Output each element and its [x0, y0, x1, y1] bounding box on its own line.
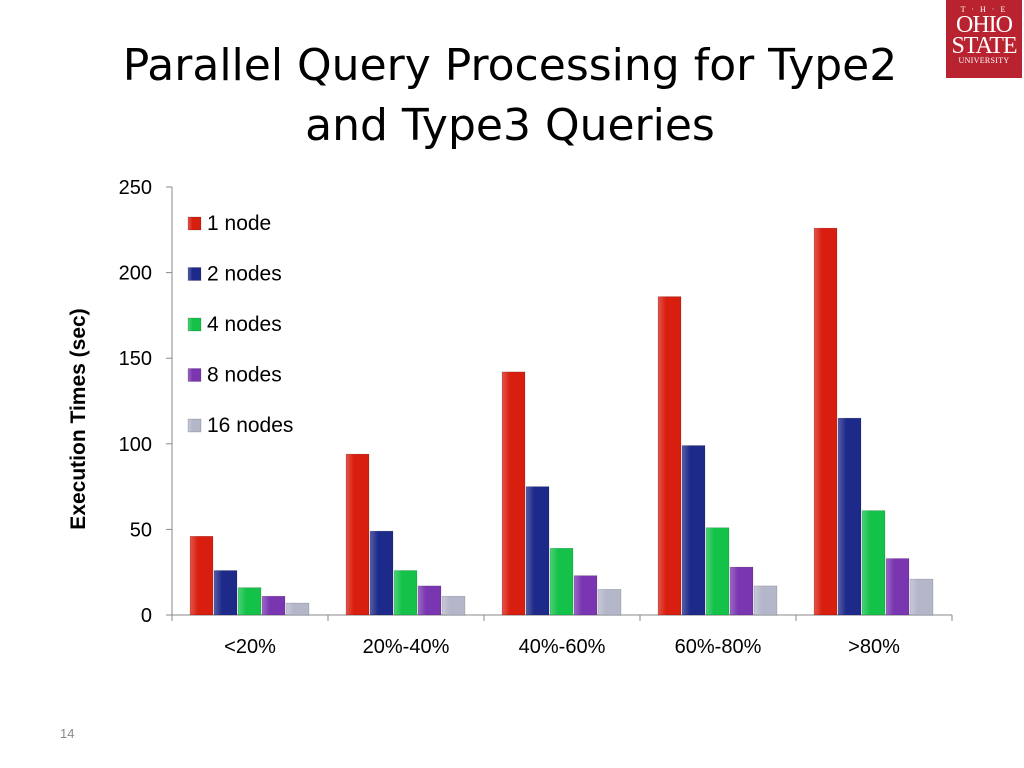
bar	[837, 417, 862, 616]
bar	[729, 566, 754, 616]
bar	[345, 453, 370, 616]
bar	[813, 227, 838, 616]
y-tick-label: 100	[119, 434, 152, 456]
bar	[861, 510, 886, 616]
bar	[285, 602, 310, 616]
legend-swatch	[187, 267, 202, 281]
legend-label: 1 node	[207, 212, 271, 235]
bar	[441, 595, 466, 616]
title-line-1: Parallel Query Processing for Type2	[122, 40, 898, 91]
bar	[501, 371, 526, 616]
bar	[657, 296, 682, 616]
x-tick-label: >80%	[848, 636, 900, 658]
legend-swatch	[187, 418, 202, 433]
legend-label: 8 nodes	[207, 364, 282, 387]
bar	[705, 527, 730, 616]
legend-swatch	[187, 317, 202, 332]
slide-title: Parallel Query Processing for Type2 and …	[60, 36, 960, 156]
logo-university-text: UNIVERSITY	[958, 56, 1010, 65]
bar	[417, 585, 442, 616]
logo-state-text: STATE	[951, 33, 1017, 59]
bar	[909, 578, 934, 616]
bar	[597, 589, 622, 616]
university-logo: T · H · E OHIO STATE UNIVERSITY	[946, 0, 1022, 78]
bar	[681, 445, 706, 616]
bar	[525, 486, 550, 616]
x-tick-label: 40%-60%	[519, 636, 606, 658]
y-tick-label: 150	[119, 348, 152, 370]
bar	[237, 587, 262, 616]
y-tick-label: 250	[119, 177, 152, 199]
x-tick-label: <20%	[224, 636, 276, 658]
bar	[885, 558, 910, 616]
logo-top-text: T · H · E	[960, 5, 1008, 14]
x-tick-label: 20%-40%	[363, 636, 450, 658]
bar	[189, 535, 214, 616]
bar	[549, 547, 574, 616]
legend-label: 4 nodes	[207, 313, 282, 336]
legend-label: 2 nodes	[207, 263, 282, 286]
bar	[261, 595, 286, 616]
bar	[393, 570, 418, 616]
bar	[213, 570, 238, 616]
x-tick-label: 60%-80%	[675, 636, 762, 658]
bar	[369, 530, 394, 616]
legend-swatch	[187, 216, 202, 231]
legend-swatch	[187, 368, 202, 382]
title-line-2: and Type3 Queries	[305, 100, 715, 151]
bar	[573, 575, 598, 616]
y-tick-label: 200	[119, 263, 152, 285]
y-axis-label: Execution Times (sec)	[67, 308, 90, 529]
bar	[753, 585, 778, 616]
y-tick-label: 0	[141, 605, 152, 627]
y-tick-label: 50	[130, 519, 152, 541]
legend-label: 16 nodes	[207, 414, 293, 437]
logo-ohio-text: OHIO	[956, 12, 1013, 38]
page-number: 14	[60, 726, 75, 741]
